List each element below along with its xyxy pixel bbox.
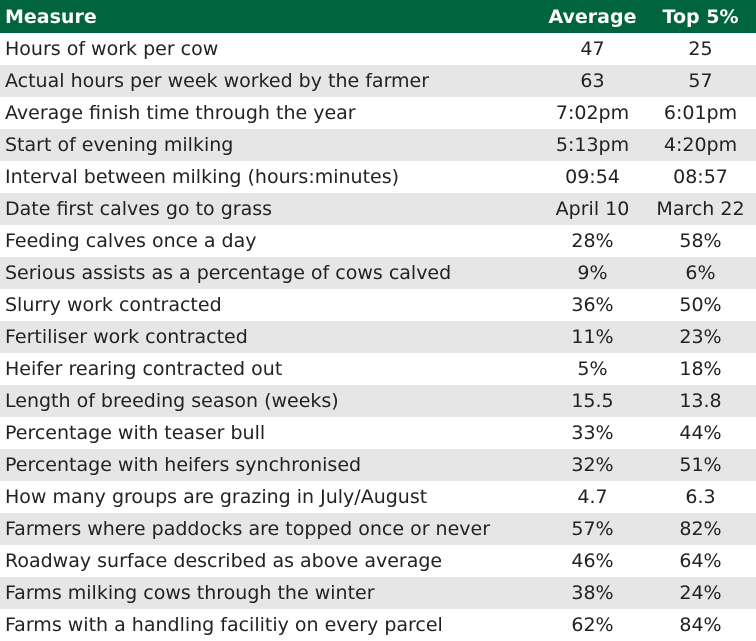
value-cell: 32% <box>540 449 645 481</box>
value-cell: 36% <box>571 294 614 316</box>
value-cell: 23% <box>645 321 756 353</box>
value-cell: 7:02pm <box>555 102 630 124</box>
measure-cell: Date first calves go to grass <box>0 193 540 225</box>
value-cell: 6:01pm <box>663 102 738 124</box>
value-cell: 50% <box>679 294 722 316</box>
table-row: Length of breeding season (weeks) 15.5 13.… <box>0 385 756 417</box>
measure-cell: Fertiliser work contracted <box>0 321 540 353</box>
value-cell: 09:54 <box>565 166 620 188</box>
value-cell: 62% <box>571 614 614 636</box>
measure-cell: Farms with a handling facilitiy on every… <box>5 614 443 636</box>
table-row: How many groups are grazing in July/Augu… <box>0 481 756 513</box>
measure-cell: Serious assists as a percentage of cows … <box>0 257 540 289</box>
table-row: Heifer rearing contracted out 5% 18% <box>0 353 756 385</box>
value-cell: 64% <box>679 550 722 572</box>
table-row: Slurry work contracted 36% 50% <box>0 289 756 321</box>
table-row: Farms milking cows through the winter 38%… <box>0 577 756 609</box>
value-cell: 4.7 <box>577 486 608 508</box>
column-header: Average <box>540 0 645 33</box>
measure-cell: Average finish time through the year <box>5 102 356 124</box>
value-cell: 6% <box>645 257 756 289</box>
measure-cell: Slurry work contracted <box>5 294 222 316</box>
value-cell: 11% <box>540 321 645 353</box>
value-cell: 9% <box>540 257 645 289</box>
header-row: Measure Average Top 5% <box>0 0 756 33</box>
table-row: Percentage with teaser bull 33% 44% <box>0 417 756 449</box>
table-row: Serious assists as a percentage of cows … <box>0 257 756 289</box>
measure-cell: How many groups are grazing in July/Augu… <box>5 486 428 508</box>
measure-cell: Feeding calves once a day <box>5 230 257 252</box>
value-cell: 57 <box>645 65 756 97</box>
table-row: Percentage with heifers synchronised 32% 5… <box>0 449 756 481</box>
value-cell: 46% <box>571 550 614 572</box>
value-cell: 5:13pm <box>540 129 645 161</box>
measure-cell: Percentage with teaser bull <box>5 422 266 444</box>
measure-cell: Length of breeding season (weeks) <box>0 385 540 417</box>
table-row: Feeding calves once a day 28% 58% <box>0 225 756 257</box>
table-row: Interval between milking (hours:minutes)… <box>0 161 756 193</box>
value-cell: 08:57 <box>673 166 728 188</box>
measure-cell: Farms milking cows through the winter <box>0 577 540 609</box>
value-cell: 18% <box>679 358 722 380</box>
table-row: Farms with a handling facilitiy on every… <box>0 609 756 641</box>
value-cell: 57% <box>540 513 645 545</box>
value-cell: 44% <box>679 422 722 444</box>
value-cell: 13.8 <box>645 385 756 417</box>
value-cell: 58% <box>679 230 722 252</box>
value-cell: 6.3 <box>685 486 716 508</box>
value-cell: 63 <box>540 65 645 97</box>
measure-cell: Actual hours per week worked by the farm… <box>0 65 540 97</box>
measure-cell: Roadway surface described as above avera… <box>5 550 443 572</box>
table-row: Farmers where paddocks are topped once o… <box>0 513 756 545</box>
value-cell: 51% <box>645 449 756 481</box>
value-cell: 25 <box>688 38 713 60</box>
value-cell: March 22 <box>645 193 756 225</box>
table-row: Average finish time through the year 7:02… <box>0 97 756 129</box>
value-cell: 4:20pm <box>645 129 756 161</box>
table-row: Start of evening milking 5:13pm 4:20pm <box>0 129 756 161</box>
column-header: Top 5% <box>645 0 756 33</box>
value-cell: 33% <box>571 422 614 444</box>
value-cell: 5% <box>577 358 608 380</box>
table-row: Actual hours per week worked by the farm… <box>0 65 756 97</box>
value-cell: 47 <box>580 38 605 60</box>
table-row: Fertiliser work contracted 11% 23% <box>0 321 756 353</box>
measure-cell: Heifer rearing contracted out <box>5 358 283 380</box>
value-cell: 15.5 <box>540 385 645 417</box>
table-row: Hours of work per cow 47 25 <box>0 33 756 65</box>
value-cell: 82% <box>645 513 756 545</box>
value-cell: 28% <box>571 230 614 252</box>
measure-cell: Farmers where paddocks are topped once o… <box>0 513 540 545</box>
value-cell: 84% <box>679 614 722 636</box>
table-body: Hours of work per cow 47 25 Actual hours pe… <box>0 33 756 641</box>
value-cell: 24% <box>645 577 756 609</box>
value-cell: April 10 <box>540 193 645 225</box>
value-cell: 38% <box>540 577 645 609</box>
column-header: Measure <box>0 0 540 33</box>
measure-cell: Interval between milking (hours:minutes) <box>5 166 400 188</box>
table-row: Date first calves go to grass April 10 Mar… <box>0 193 756 225</box>
measure-cell: Start of evening milking <box>0 129 540 161</box>
table-row: Roadway surface described as above avera… <box>0 545 756 577</box>
measure-cell: Hours of work per cow <box>5 38 219 60</box>
measure-cell: Percentage with heifers synchronised <box>0 449 540 481</box>
